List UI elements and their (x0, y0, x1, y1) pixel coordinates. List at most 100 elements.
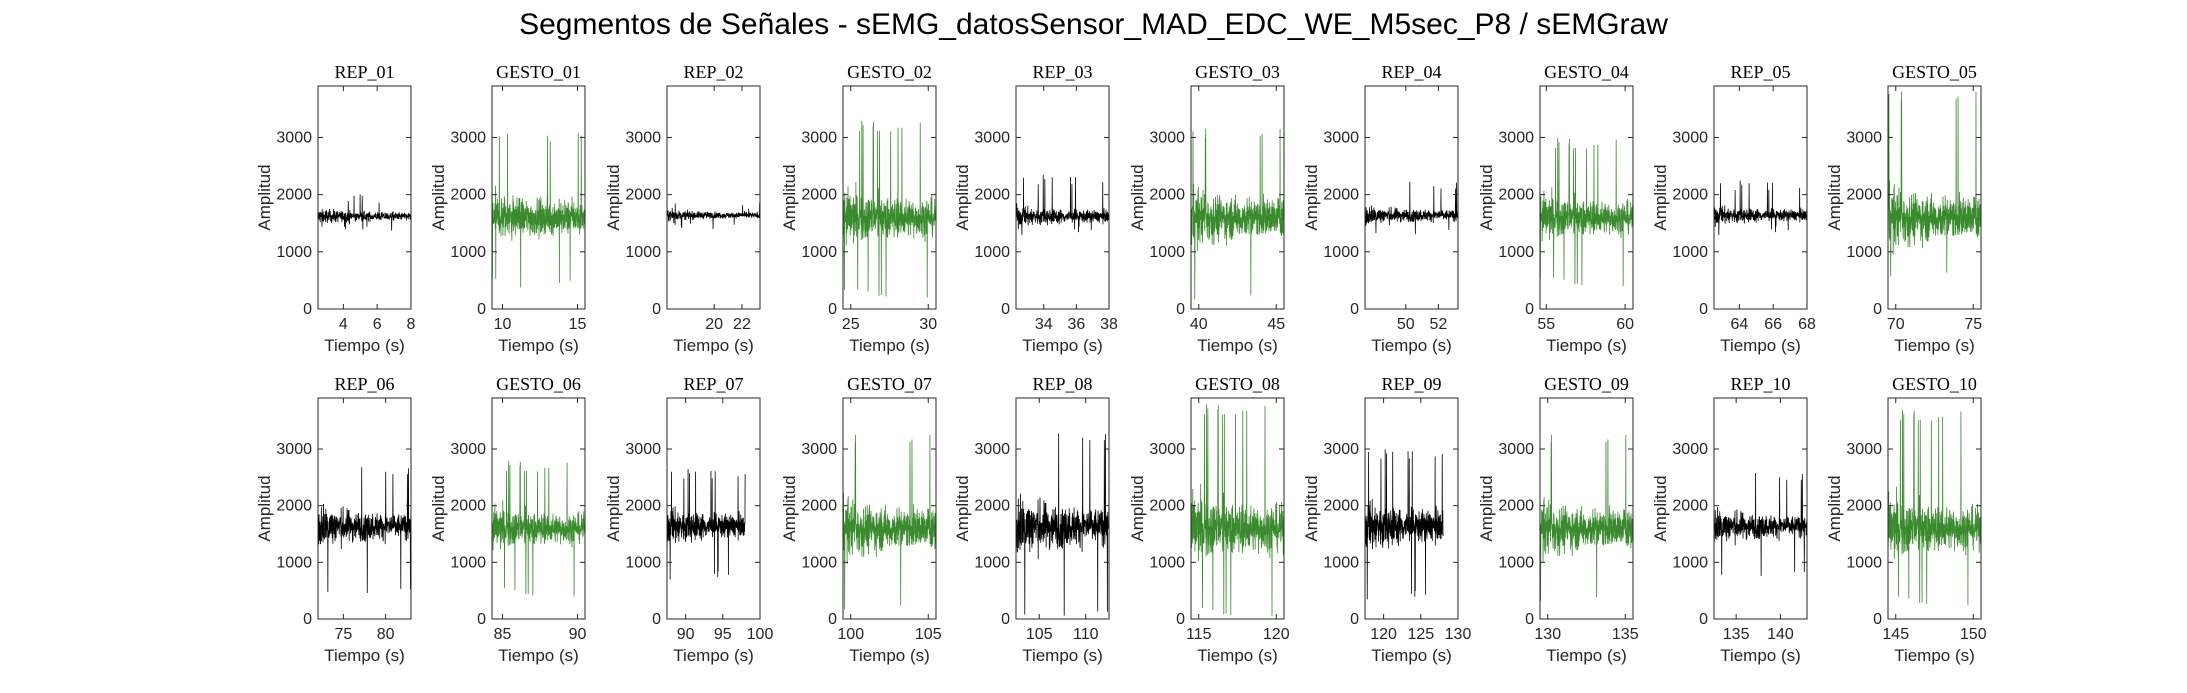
y-tick-label: 1000 (1498, 244, 1534, 261)
x-tick-label: 105 (915, 626, 942, 643)
x-axis-label: Tiempo (s) (1720, 336, 1801, 355)
subplot-title: GESTO_06 (496, 374, 581, 394)
y-tick-label: 1000 (1149, 554, 1185, 571)
x-tick-label: 34 (1035, 316, 1053, 333)
subplot-title: REP_08 (1032, 374, 1092, 394)
axes-box (1015, 85, 1110, 310)
y-axis-label: Amplitud (604, 475, 623, 541)
axes-box (491, 397, 586, 620)
y-axis-label: Amplitud (780, 475, 799, 541)
x-tick-label: 120 (1370, 626, 1397, 643)
axes-box (1015, 397, 1110, 620)
y-tick-label: 1000 (1323, 554, 1359, 571)
y-tick-label: 0 (1350, 301, 1359, 318)
subplot-3: REP_02 0 1000 2000 3000 20 22 Tiempo (s) Amplitu… (604, 62, 761, 355)
x-tick-label: 68 (1798, 316, 1816, 333)
y-tick-label: 3000 (1323, 441, 1359, 458)
x-tick-label: 66 (1764, 316, 1782, 333)
x-axis-label: Tiempo (s) (673, 646, 754, 665)
y-axis-label: Amplitud (780, 164, 799, 230)
y-axis-label: Amplitud (1128, 475, 1147, 541)
y-tick-label: 0 (1001, 301, 1010, 318)
x-tick-label: 135 (1723, 626, 1750, 643)
subplot-2: GESTO_01 0 1000 2000 3000 10 15 Tiempo (s) Ampli… (429, 62, 587, 355)
y-tick-label: 1000 (1149, 244, 1185, 261)
x-axis-label: Tiempo (s) (1371, 646, 1452, 665)
x-tick-label: 125 (1407, 626, 1434, 643)
x-tick-label: 145 (1882, 626, 1909, 643)
x-tick-label: 45 (1267, 316, 1285, 333)
signal-trace (1887, 409, 1982, 605)
x-tick-label: 60 (1616, 316, 1634, 333)
y-tick-label: 1000 (276, 554, 312, 571)
x-tick-label: 100 (747, 626, 774, 643)
subplot-title: GESTO_10 (1892, 374, 1977, 394)
x-tick-label: 75 (334, 626, 352, 643)
subplot-5: REP_03 0 1000 2000 3000 34 36 38 Tiempo (s) Ampli… (953, 62, 1118, 355)
subplot-title: REP_09 (1381, 374, 1441, 394)
axes-box (666, 85, 761, 310)
subplot-14: GESTO_07 0 1000 2000 3000 100 105 Tiempo (s) Amp… (780, 374, 942, 665)
axes-box (317, 397, 412, 620)
y-tick-label: 2000 (625, 187, 661, 204)
x-tick-label: 80 (377, 626, 395, 643)
x-tick-label: 36 (1067, 316, 1085, 333)
y-tick-label: 3000 (1498, 129, 1534, 146)
x-axis-label: Tiempo (s) (1894, 336, 1975, 355)
y-tick-label: 0 (1873, 611, 1882, 628)
y-tick-label: 3000 (1498, 441, 1534, 458)
y-tick-label: 0 (1699, 301, 1708, 318)
signal-trace (1015, 433, 1110, 616)
signal-trace (1364, 181, 1459, 235)
y-tick-label: 0 (1525, 611, 1534, 628)
y-axis-label: Amplitud (429, 164, 448, 230)
y-axis-label: Amplitud (255, 475, 274, 541)
y-tick-label: 2000 (276, 498, 312, 515)
subplot-title: REP_03 (1032, 62, 1092, 82)
subplot-12: GESTO_06 0 1000 2000 3000 85 90 Tiempo (s) Ampli… (429, 374, 587, 665)
subplot-title: GESTO_01 (496, 62, 581, 82)
x-tick-label: 4 (339, 316, 348, 333)
y-tick-label: 1000 (276, 244, 312, 261)
y-tick-label: 2000 (974, 187, 1010, 204)
x-tick-label: 120 (1263, 626, 1290, 643)
axes-box (1539, 85, 1634, 310)
x-tick-label: 115 (1186, 626, 1212, 643)
signal-trace (666, 202, 761, 230)
x-axis-label: Tiempo (s) (1022, 646, 1103, 665)
y-axis-label: Amplitud (1302, 475, 1321, 541)
y-tick-label: 3000 (801, 441, 837, 458)
signal-trace (666, 469, 746, 580)
y-axis-label: Amplitud (1128, 164, 1147, 230)
y-axis-label: Amplitud (429, 475, 448, 541)
y-tick-label: 3000 (1323, 129, 1359, 146)
x-axis-label: Tiempo (s) (1546, 336, 1627, 355)
subplot-title: REP_01 (334, 62, 394, 82)
y-tick-label: 2000 (1846, 498, 1882, 515)
x-axis-label: Tiempo (s) (324, 336, 405, 355)
y-tick-label: 3000 (1672, 441, 1708, 458)
y-tick-label: 2000 (1149, 187, 1185, 204)
x-tick-label: 15 (569, 316, 587, 333)
axes-box (317, 85, 412, 310)
subplot-16: GESTO_08 0 1000 2000 3000 115 120 Tiempo (s) Amp… (1128, 374, 1290, 665)
subplot-title: GESTO_04 (1544, 62, 1629, 82)
subplot-title: GESTO_09 (1544, 374, 1629, 394)
signal-trace (1713, 180, 1808, 235)
signal-trace (1713, 473, 1808, 577)
y-tick-label: 0 (477, 301, 486, 318)
y-tick-label: 3000 (625, 129, 661, 146)
subplot-title: REP_02 (683, 62, 743, 82)
y-tick-label: 0 (1176, 301, 1185, 318)
x-axis-label: Tiempo (s) (1197, 336, 1278, 355)
x-axis-label: Tiempo (s) (673, 336, 754, 355)
signal-trace (1887, 91, 1982, 277)
y-tick-label: 1000 (450, 554, 486, 571)
subplot-6: GESTO_03 0 1000 2000 3000 40 45 Tiempo (s) Ampli… (1128, 62, 1285, 355)
x-tick-label: 100 (837, 626, 864, 643)
x-axis-label: Tiempo (s) (1720, 646, 1801, 665)
y-tick-label: 1000 (801, 244, 837, 261)
y-tick-label: 1000 (974, 554, 1010, 571)
